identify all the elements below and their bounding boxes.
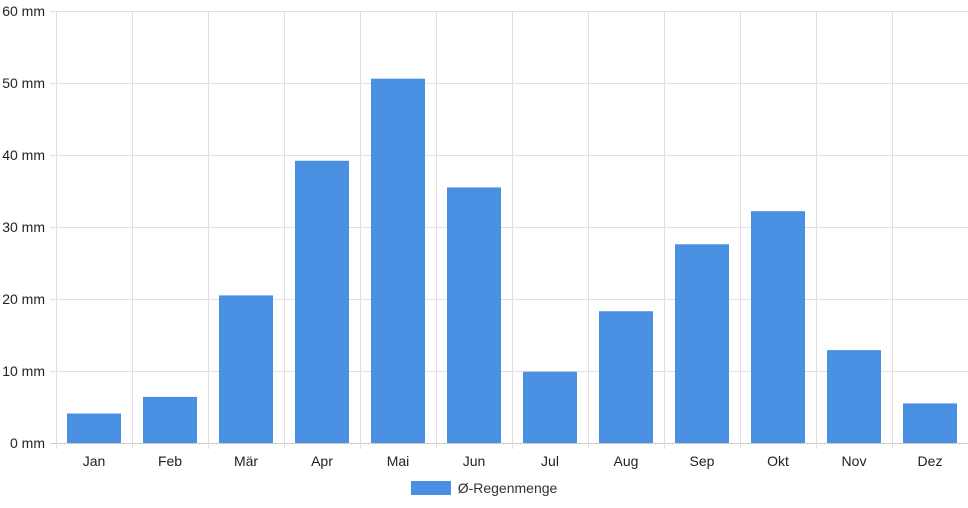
x-tick-label: Mär <box>234 453 258 469</box>
x-tick-label: Jun <box>463 453 486 469</box>
y-tick-label: 50 mm <box>2 75 45 91</box>
bar-nov <box>827 350 881 443</box>
chart-legend: Ø-Regenmenge <box>0 480 968 496</box>
legend-label: Ø-Regenmenge <box>457 480 558 496</box>
bar-dez <box>903 403 957 443</box>
bar-mai <box>371 78 425 444</box>
y-tick-label: 10 mm <box>2 363 45 379</box>
y-tick-label: 40 mm <box>2 147 45 163</box>
x-tick-label: Jul <box>541 453 559 469</box>
x-tick-label: Apr <box>311 453 333 469</box>
bar-jun <box>447 187 501 443</box>
x-tick-label: Dez <box>918 453 943 469</box>
y-tick-label: 20 mm <box>2 291 45 307</box>
x-tick-label: Mai <box>387 453 410 469</box>
x-tick-label: Jan <box>83 453 106 469</box>
y-tick-label: 0 mm <box>10 435 45 451</box>
bar-okt <box>751 211 805 443</box>
bar-aug <box>599 311 653 443</box>
y-tick-label: 30 mm <box>2 219 45 235</box>
x-tick-label: Sep <box>690 453 715 469</box>
legend-swatch <box>410 481 451 495</box>
bar-mär <box>219 295 273 443</box>
x-tick-label: Okt <box>767 453 789 469</box>
x-tick-label: Feb <box>158 453 182 469</box>
x-tick-label: Nov <box>842 453 867 469</box>
bar-sep <box>675 244 729 443</box>
bar-jul <box>523 371 577 443</box>
bar-apr <box>295 160 349 443</box>
bar-feb <box>143 396 197 443</box>
bar-jan <box>67 413 121 443</box>
y-tick-label: 60 mm <box>2 3 45 19</box>
x-tick-label: Aug <box>614 453 639 469</box>
